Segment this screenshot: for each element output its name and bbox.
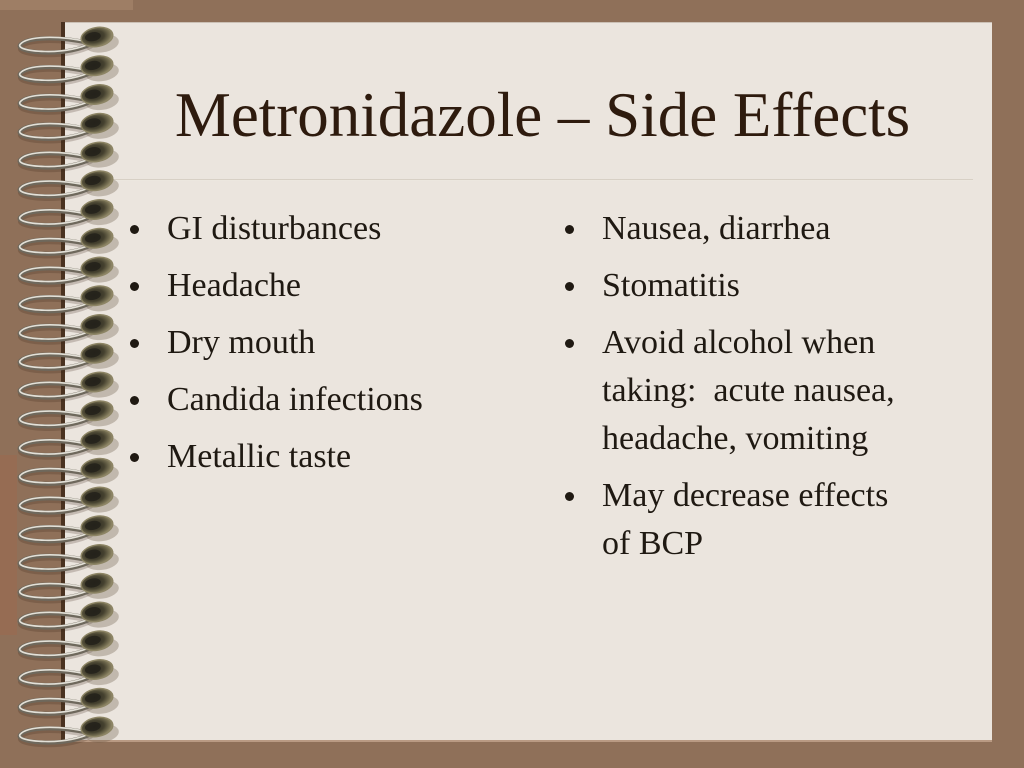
bullet-dot-icon bbox=[565, 492, 574, 501]
bullet-list-left: GI disturbances Headache Dry mouth Candi… bbox=[130, 205, 530, 490]
bullet-item: Metallic taste bbox=[130, 433, 530, 481]
title-divider-line bbox=[112, 179, 973, 181]
bullet-dot-icon bbox=[130, 339, 139, 348]
bullet-text: Candida infections bbox=[167, 381, 423, 418]
background-tint-patch-top bbox=[0, 0, 133, 10]
bullet-item: Dry mouth bbox=[130, 319, 530, 367]
bullet-item: May decrease effects of BCP bbox=[565, 472, 973, 568]
slide-page bbox=[65, 22, 992, 740]
bullet-text: Headache bbox=[167, 267, 302, 304]
bullet-dot-icon bbox=[565, 282, 574, 291]
bullet-text: GI disturbances bbox=[167, 210, 382, 247]
bullet-dot-icon bbox=[565, 225, 574, 234]
bullet-item: Headache bbox=[130, 262, 530, 310]
bullet-dot-icon bbox=[565, 339, 574, 348]
bullet-text: Avoid alcohol when taking: acute nausea,… bbox=[602, 324, 895, 457]
background-tint-patch-left bbox=[0, 455, 17, 635]
bullet-text: May decrease effects of BCP bbox=[602, 477, 889, 562]
bullet-item: GI disturbances bbox=[130, 205, 530, 253]
bullet-text: Metallic taste bbox=[167, 438, 352, 475]
spiral-binding-icon bbox=[0, 0, 135, 768]
bullet-text: Nausea, diarrhea bbox=[602, 210, 831, 247]
slide-title: Metronidazole – Side Effects bbox=[174, 80, 911, 150]
bullet-item: Stomatitis bbox=[565, 262, 973, 310]
bullet-text: Dry mouth bbox=[167, 324, 316, 361]
bullet-item: Nausea, diarrhea bbox=[565, 205, 973, 253]
bullet-dot-icon bbox=[130, 396, 139, 405]
bullet-text: Stomatitis bbox=[602, 267, 740, 304]
bullet-item: Candida infections bbox=[130, 376, 530, 424]
bullet-dot-icon bbox=[130, 225, 139, 234]
bullet-item: Avoid alcohol when taking: acute nausea,… bbox=[565, 319, 973, 463]
bullet-dot-icon bbox=[130, 453, 139, 462]
bullet-list-right: Nausea, diarrhea Stomatitis Avoid alcoho… bbox=[565, 205, 973, 577]
bullet-dot-icon bbox=[130, 282, 139, 291]
